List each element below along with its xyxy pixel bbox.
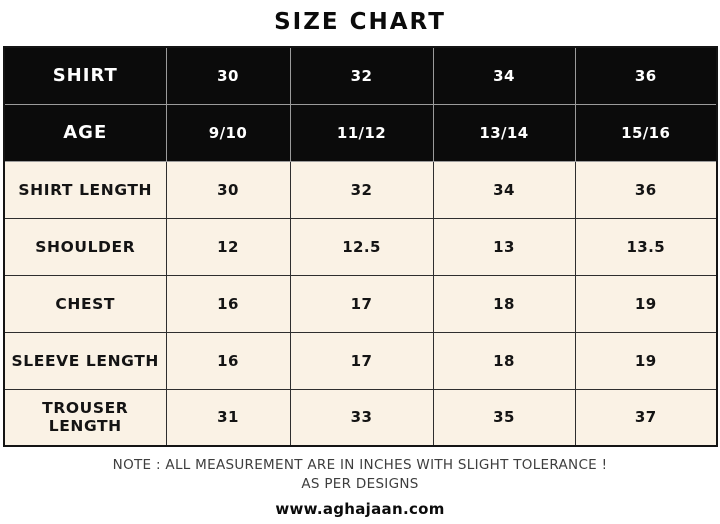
table-row: TROUSER LENGTH 31 33 35 37: [3, 388, 718, 447]
website-url: www.aghajaan.com: [275, 500, 445, 518]
cell-value: 19: [574, 274, 718, 333]
cell-value: 9/10: [165, 103, 291, 162]
table-row: SHOULDER 12 12.5 13 13.5: [3, 217, 718, 276]
cell-value: 37: [574, 388, 718, 447]
cell-value: 18: [432, 274, 576, 333]
cell-value: 30: [165, 160, 291, 219]
cell-value: 32: [289, 46, 434, 105]
cell-value: 34: [432, 46, 576, 105]
cell-value: 36: [574, 46, 718, 105]
cell-value: 19: [574, 331, 718, 390]
row-label: SHOULDER: [3, 217, 167, 276]
cell-value: 36: [574, 160, 718, 219]
table-row: SHIRT LENGTH 30 32 34 36: [3, 160, 718, 219]
cell-value: 16: [165, 274, 291, 333]
note-line-1: NOTE : ALL MEASUREMENT ARE IN INCHES WIT…: [112, 457, 608, 473]
row-label: SHIRT LENGTH: [3, 160, 167, 219]
cell-value: 30: [165, 46, 291, 105]
cell-value: 33: [289, 388, 434, 447]
cell-value: 13.5: [574, 217, 718, 276]
size-table-body: SHIRT 30 32 34 36 AGE 9/10 11/12 13/14 15/16 SHIRT…: [3, 46, 718, 447]
cell-value: 16: [165, 331, 291, 390]
size-chart-table: SHIRT 30 32 34 36 AGE 9/10 11/12 13/14 15/16 SHIRT…: [3, 46, 718, 447]
cell-value: 17: [289, 274, 434, 333]
page-title: SIZE CHART: [274, 9, 446, 35]
row-label: SHIRT: [3, 46, 167, 105]
cell-value: 18: [432, 331, 576, 390]
cell-value: 12: [165, 217, 291, 276]
cell-value: 17: [289, 331, 434, 390]
row-label: CHEST: [3, 274, 167, 333]
cell-value: 12.5: [289, 217, 434, 276]
cell-value: 15/16: [574, 103, 718, 162]
cell-value: 13: [432, 217, 576, 276]
measurement-note: NOTE : ALL MEASUREMENT ARE IN INCHES WIT…: [0, 456, 720, 494]
table-row: AGE 9/10 11/12 13/14 15/16: [3, 103, 718, 162]
cell-value: 31: [165, 388, 291, 447]
table-row: SLEEVE LENGTH 16 17 18 19: [3, 331, 718, 390]
cell-value: 11/12: [289, 103, 434, 162]
row-label: AGE: [3, 103, 167, 162]
cell-value: 34: [432, 160, 576, 219]
table-row: SHIRT 30 32 34 36: [3, 46, 718, 105]
table-row: CHEST 16 17 18 19: [3, 274, 718, 333]
cell-value: 35: [432, 388, 576, 447]
cell-value: 13/14: [432, 103, 576, 162]
cell-value: 32: [289, 160, 434, 219]
row-label: TROUSER LENGTH: [3, 388, 167, 447]
note-line-2: AS PER DESIGNS: [301, 476, 419, 492]
row-label: SLEEVE LENGTH: [3, 331, 167, 390]
